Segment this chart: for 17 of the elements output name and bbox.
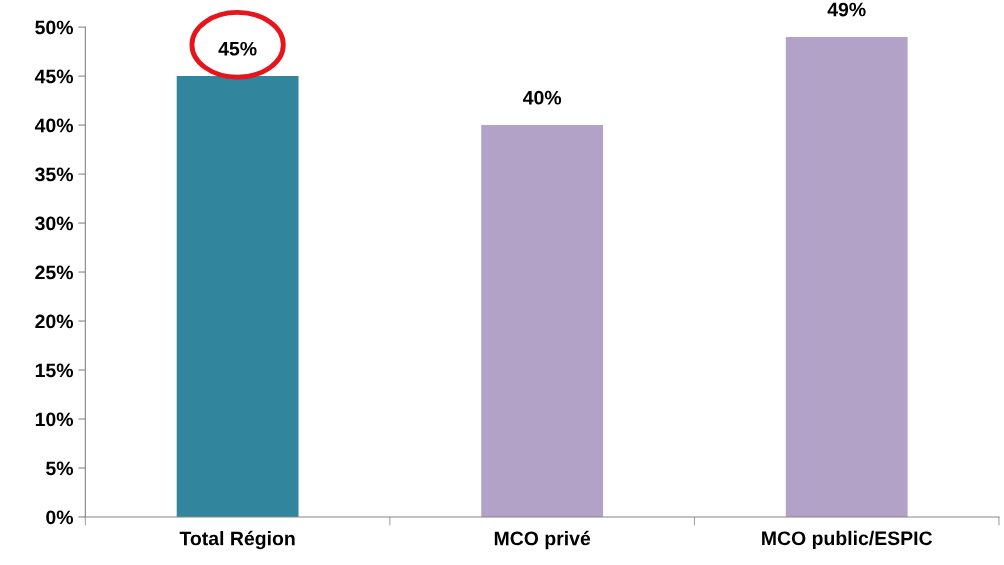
data-label: 40% [523,90,562,105]
y-tick-label: 15% [35,363,74,378]
y-tick-label: 40% [34,118,74,133]
y-tick-label: 0% [46,510,74,525]
x-tick-label: Total Région [179,530,295,550]
x-tick-label: MCO privé [494,530,591,550]
y-tick-label: 45% [34,69,74,84]
y-tick-label: 50% [35,20,74,35]
y-tick-label: 35% [35,167,74,182]
y-tick-label: 5% [46,461,74,476]
data-label: 45% [218,41,257,56]
y-tick-label: 10% [35,412,74,427]
y-tick-label: 25% [35,265,74,280]
y-tick-label: 30% [35,216,74,231]
y-tick-label: 20% [35,314,74,329]
x-tick-label: MCO public/ESPIC [762,530,933,549]
data-label: 49% [827,2,866,17]
